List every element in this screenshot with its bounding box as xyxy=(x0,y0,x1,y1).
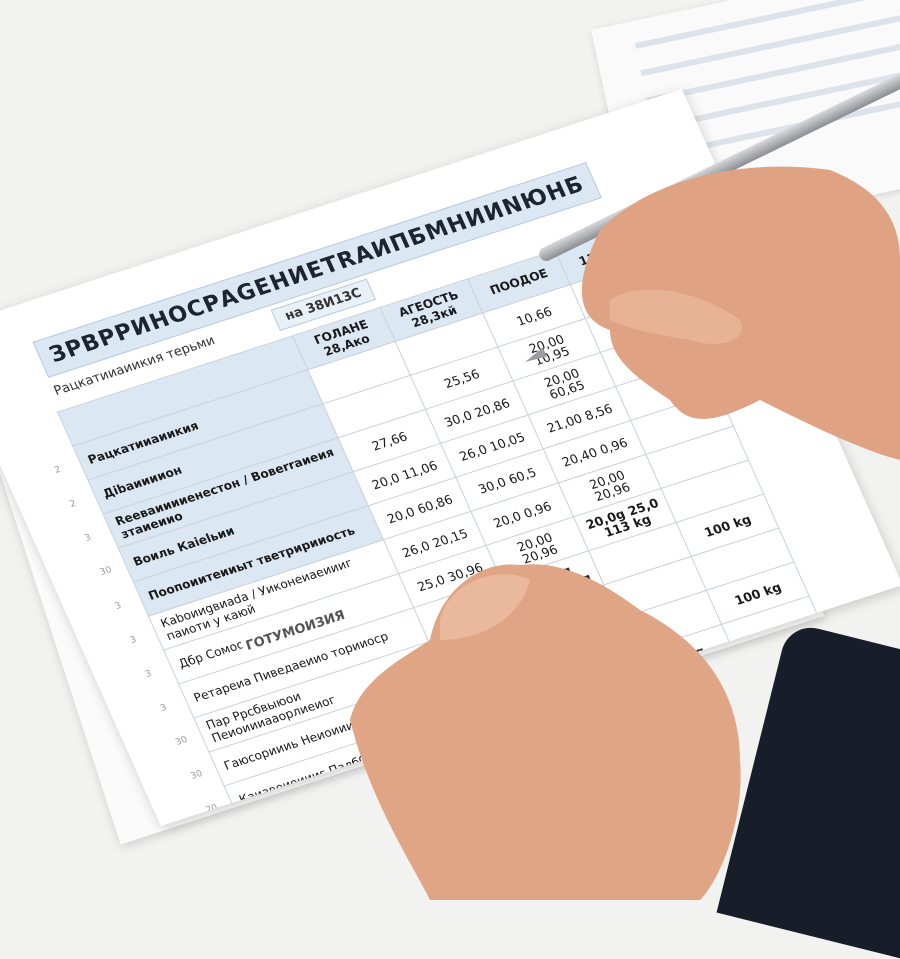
left-hand xyxy=(350,564,741,900)
hands xyxy=(350,166,900,900)
right-hand xyxy=(581,166,900,460)
